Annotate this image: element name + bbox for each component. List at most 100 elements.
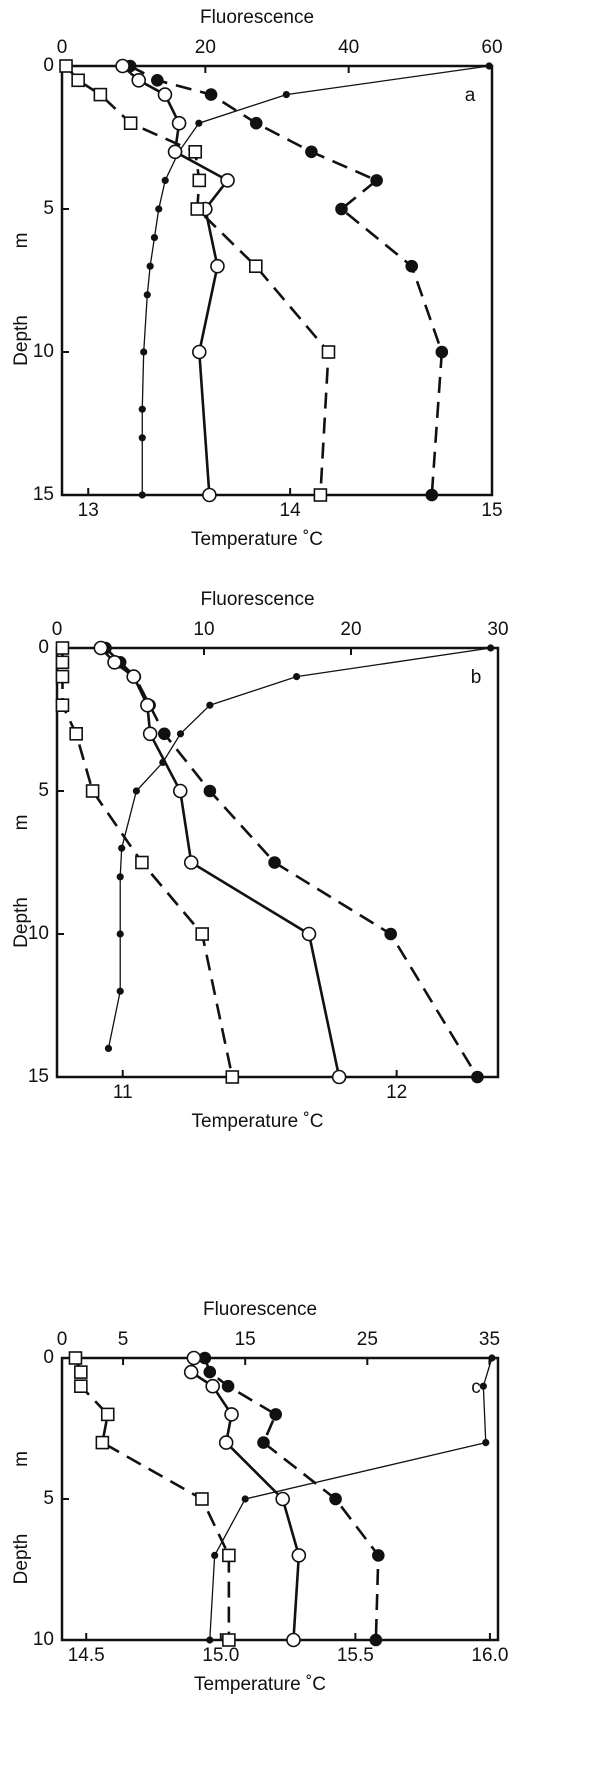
x2-tick-label: 30 — [487, 619, 508, 640]
circle-marker — [301, 926, 317, 942]
square-marker — [222, 1548, 236, 1563]
square-marker — [192, 173, 207, 188]
dot-marker — [282, 90, 290, 99]
circle-marker — [142, 726, 158, 742]
circle-marker — [191, 344, 207, 360]
dot-marker — [140, 348, 148, 356]
dot-marker — [211, 1551, 219, 1559]
filled-marker — [369, 1633, 383, 1647]
x2-tick-label: 35 — [479, 1329, 500, 1350]
circle-marker — [218, 1435, 234, 1450]
y-tick-label: 15 — [33, 484, 54, 505]
x2-axis-title: Fluorescence — [200, 7, 314, 28]
x2-tick-label: 0 — [57, 37, 68, 58]
filled-marker — [257, 1436, 270, 1449]
x2-tick-label: 20 — [340, 619, 361, 640]
square-marker — [95, 1435, 110, 1450]
square-marker — [123, 116, 138, 130]
dot-marker — [293, 672, 301, 681]
y-tick-label: 0 — [43, 1347, 54, 1368]
square-marker — [222, 1633, 236, 1647]
x2-tick-label: 15 — [235, 1329, 256, 1350]
series-line — [74, 1357, 231, 1640]
square-marker — [71, 73, 85, 88]
x-tick-label: 11 — [113, 1082, 133, 1103]
x-axis-title: Temperature ˚C — [191, 529, 323, 550]
dot-marker — [488, 1354, 496, 1362]
y-tick-label: 10 — [33, 1629, 54, 1650]
dot-marker — [161, 176, 169, 184]
filled-marker — [372, 1549, 385, 1562]
circle-marker — [210, 258, 225, 274]
dot-marker — [116, 873, 124, 881]
dot-marker — [195, 119, 203, 127]
dot-marker — [138, 434, 146, 442]
y-tick-label: 5 — [43, 1488, 54, 1509]
x2-tick-label: 60 — [481, 37, 502, 58]
filled-marker — [405, 259, 419, 273]
circle-marker — [131, 73, 147, 88]
dot-marker — [206, 1636, 214, 1644]
circle-marker — [157, 87, 173, 102]
circle-marker — [331, 1069, 347, 1085]
panel-letter: c — [471, 1377, 481, 1398]
filled-marker — [249, 116, 263, 130]
panel-letter: b — [471, 667, 482, 688]
dot-marker — [482, 1438, 490, 1447]
dot-marker — [118, 844, 126, 852]
dot-marker — [479, 1382, 487, 1390]
filled-marker — [158, 727, 171, 741]
circle-marker — [115, 58, 130, 74]
filled-marker — [269, 1408, 283, 1421]
circle-marker — [126, 669, 141, 684]
circle-marker — [140, 697, 155, 713]
circle-marker — [93, 640, 109, 656]
dot-marker — [104, 1044, 113, 1052]
x-axis-title: Temperature ˚C — [192, 1111, 324, 1132]
circle-marker — [291, 1548, 307, 1563]
square-marker — [195, 927, 209, 941]
x-tick-label: 16.0 — [471, 1645, 508, 1666]
series-line — [129, 64, 444, 496]
circle-marker — [183, 855, 199, 870]
filled-marker — [305, 145, 318, 159]
y-tick-label: 10 — [28, 923, 49, 944]
dot-marker — [487, 644, 495, 652]
x-tick-label: 15 — [481, 500, 502, 521]
x-tick-label: 13 — [78, 500, 99, 521]
circle-marker — [172, 783, 188, 799]
square-marker — [55, 655, 70, 670]
filled-marker — [370, 174, 383, 187]
y-axis-unit: m — [11, 815, 32, 831]
circle-marker — [205, 1378, 221, 1394]
dot-marker — [206, 701, 214, 709]
square-marker — [55, 641, 70, 655]
x2-tick-label: 10 — [193, 619, 214, 640]
square-marker — [69, 726, 83, 741]
square-marker — [55, 669, 70, 684]
dot-marker — [116, 987, 124, 995]
series-line — [121, 65, 230, 496]
circle-marker — [275, 1491, 290, 1507]
plot-frame — [60, 64, 494, 497]
circle-marker — [224, 1407, 239, 1422]
square-marker — [100, 1407, 115, 1422]
x-tick-label: 14 — [280, 500, 302, 521]
filled-marker — [203, 784, 217, 798]
filled-marker — [335, 202, 348, 216]
x2-tick-label: 20 — [195, 37, 216, 58]
y-tick-label: 10 — [33, 341, 54, 362]
plot-frame — [55, 646, 500, 1079]
square-marker — [190, 202, 205, 216]
filled-marker — [384, 927, 397, 941]
series-line — [104, 647, 479, 1078]
square-marker — [74, 1365, 88, 1379]
circle-marker — [186, 1350, 202, 1366]
dot-marker — [138, 491, 146, 499]
dot-marker — [143, 291, 151, 299]
x2-tick-label: 0 — [52, 619, 63, 640]
circle-marker — [202, 487, 217, 503]
circle-marker — [107, 654, 122, 670]
filled-marker — [425, 488, 439, 502]
square-marker — [195, 1492, 209, 1506]
